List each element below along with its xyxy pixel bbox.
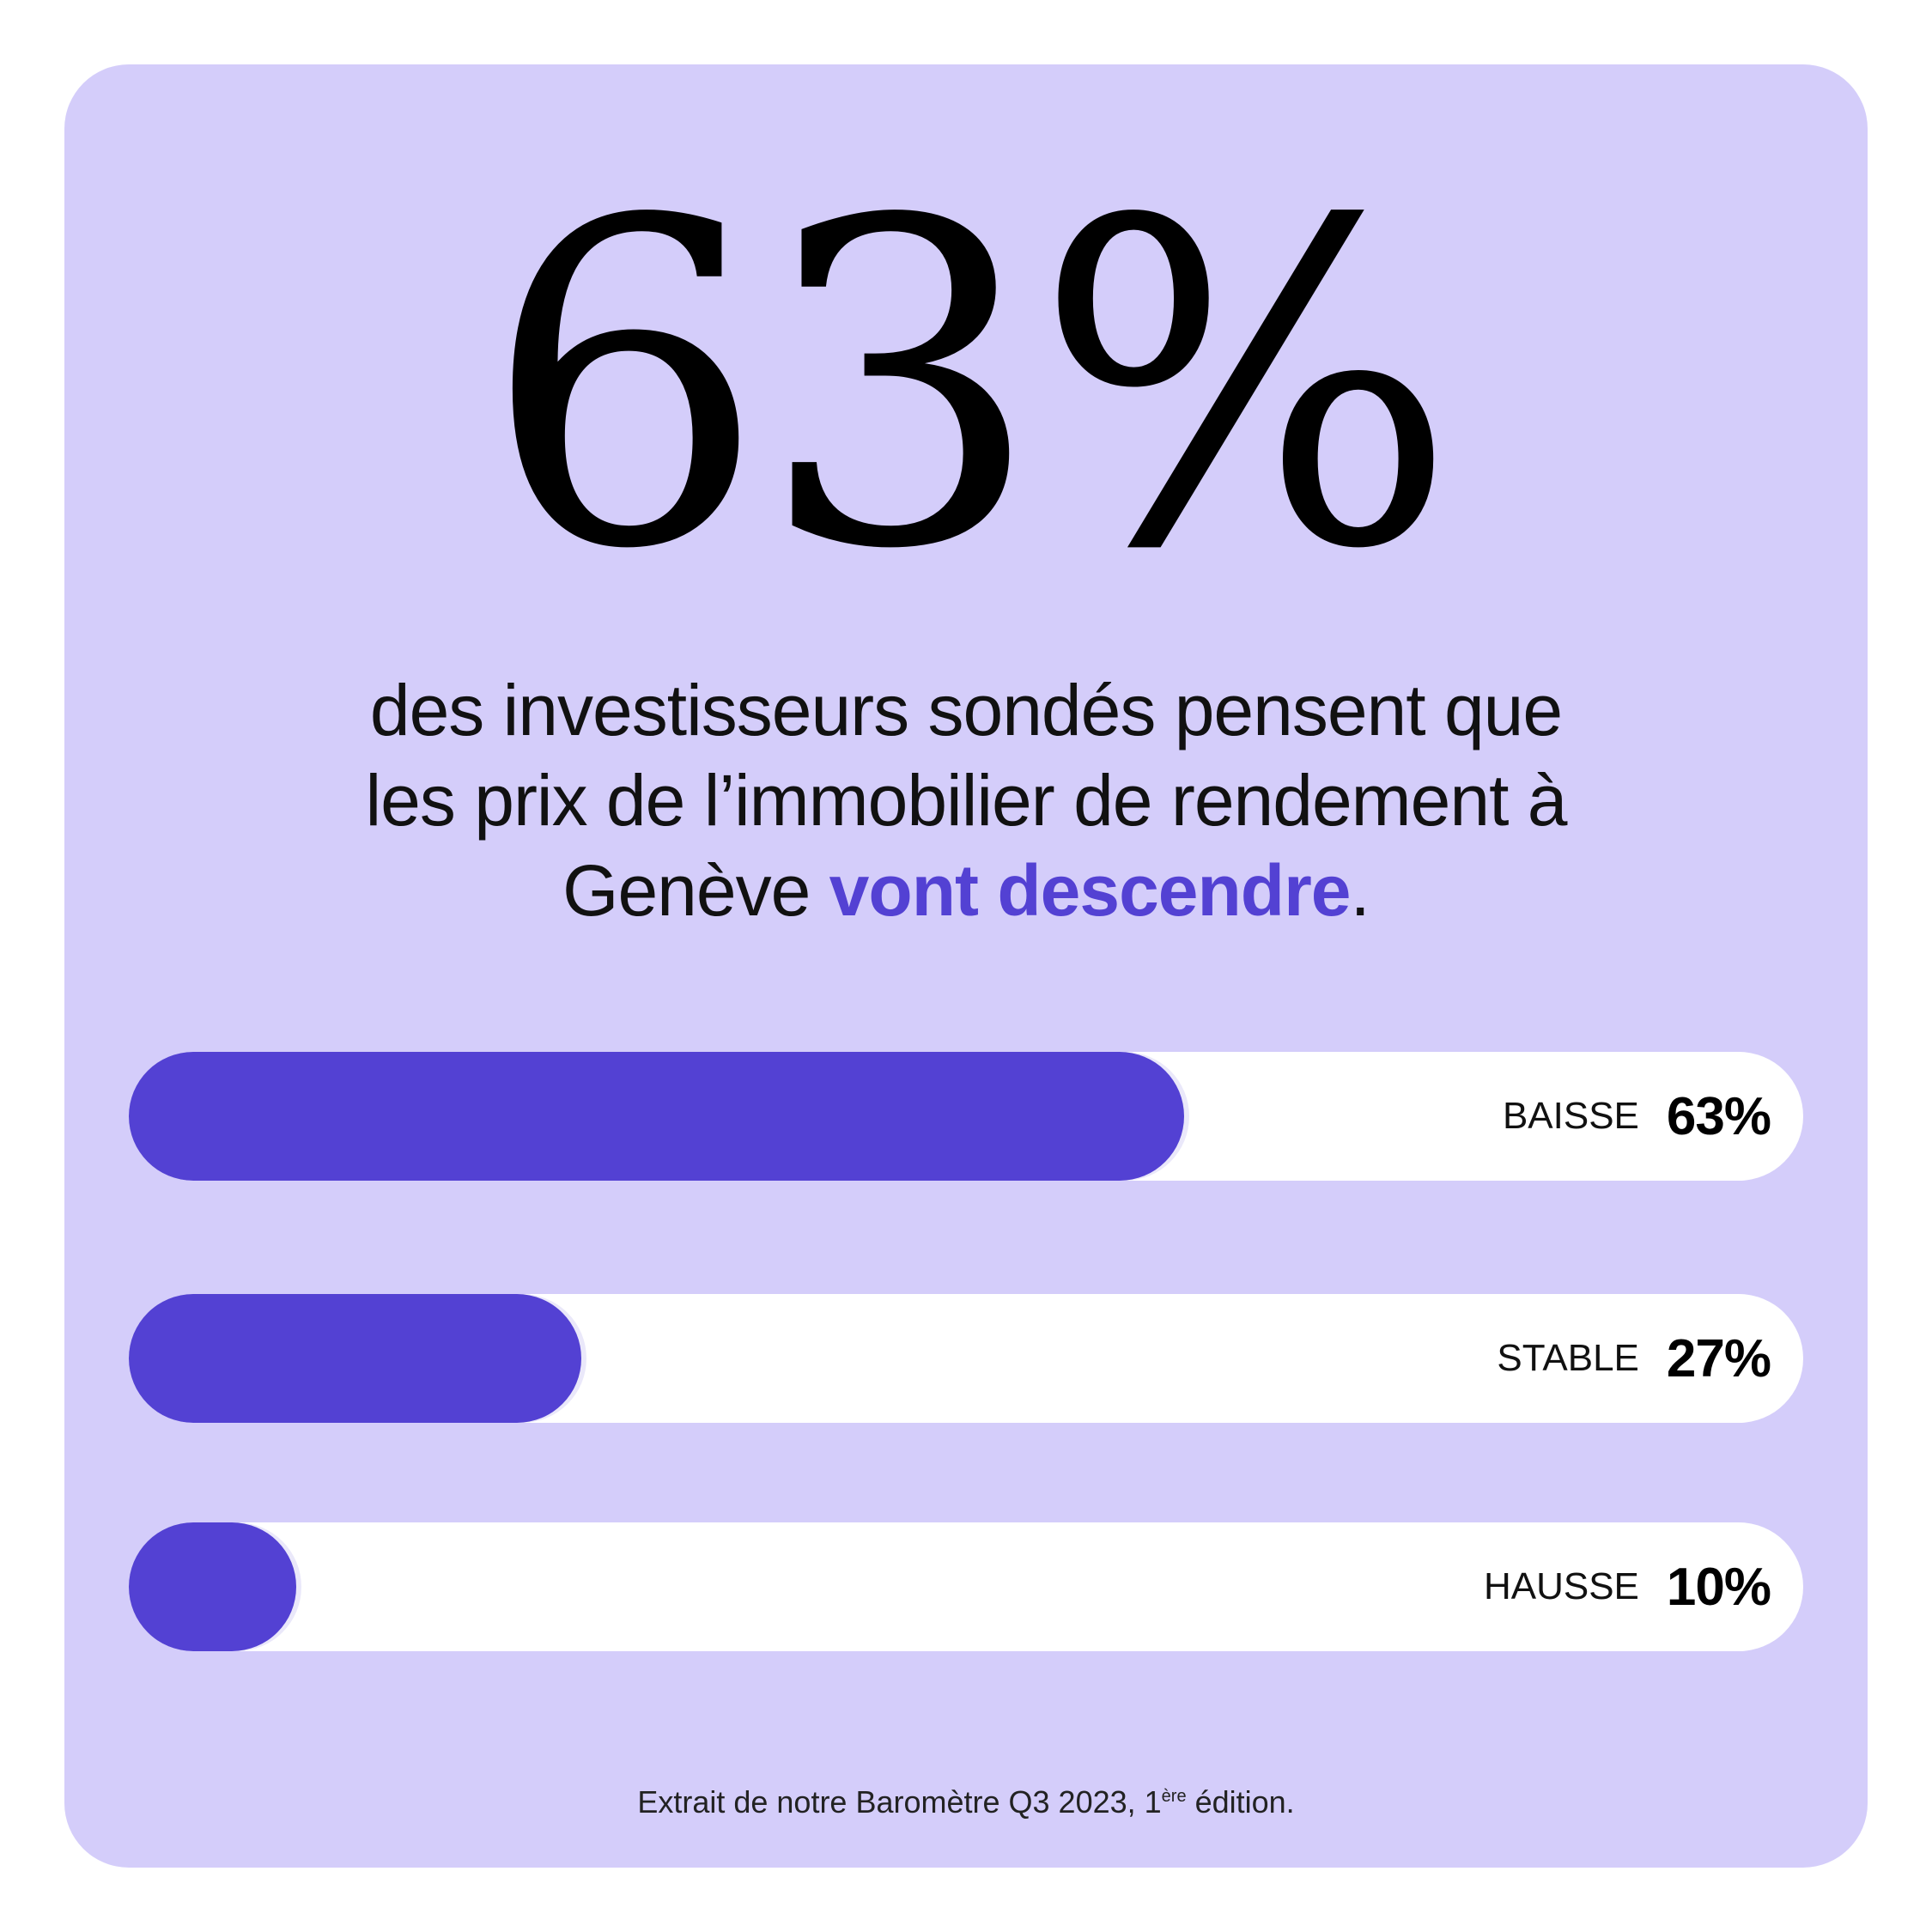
bar-track-hausse: HAUSSE 10% — [129, 1522, 1803, 1651]
footnote-superscript: ère — [1161, 1787, 1187, 1806]
headline-line-3-suffix: . — [1350, 850, 1370, 931]
bar-track-baisse: BAISSE 63% — [129, 1052, 1803, 1181]
footnote-text: Extrait de notre Baromètre Q3 2023, 1 — [637, 1784, 1162, 1820]
footnote-suffix: édition. — [1186, 1784, 1295, 1820]
headline-highlight: vont descendre — [829, 850, 1352, 931]
bar-label-hausse: HAUSSE 10% — [1484, 1522, 1771, 1651]
headline-stat: 63% — [483, 126, 1458, 647]
bar-fill-baisse — [129, 1052, 1184, 1181]
bar-fill-stable — [129, 1294, 581, 1423]
bar-label-baisse: BAISSE 63% — [1503, 1052, 1771, 1181]
bar-label-stable: STABLE 27% — [1497, 1294, 1771, 1423]
bar-value-hausse: 10% — [1666, 1557, 1771, 1617]
headline-line-2: les prix de l’immobilier de rendement à — [365, 760, 1568, 841]
footnote: Extrait de notre Baromètre Q3 2023, 1ère… — [0, 1784, 1932, 1820]
bar-category-stable: STABLE — [1497, 1337, 1639, 1379]
headline-line-3-prefix: Genève — [562, 850, 829, 931]
headline-line-1: des investisseurs sondés pensent que — [369, 670, 1563, 750]
bar-category-baisse: BAISSE — [1502, 1095, 1639, 1137]
bar-track-stable: STABLE 27% — [129, 1294, 1803, 1423]
bar-value-stable: 27% — [1666, 1328, 1771, 1388]
bar-fill-hausse — [129, 1522, 296, 1651]
bar-category-hausse: HAUSSE — [1483, 1565, 1639, 1607]
headline-line-3: Genève vont descendre. — [172, 846, 1760, 936]
headline-text: des investisseurs sondés pensent que les… — [172, 665, 1760, 936]
bar-value-baisse: 63% — [1666, 1086, 1771, 1146]
